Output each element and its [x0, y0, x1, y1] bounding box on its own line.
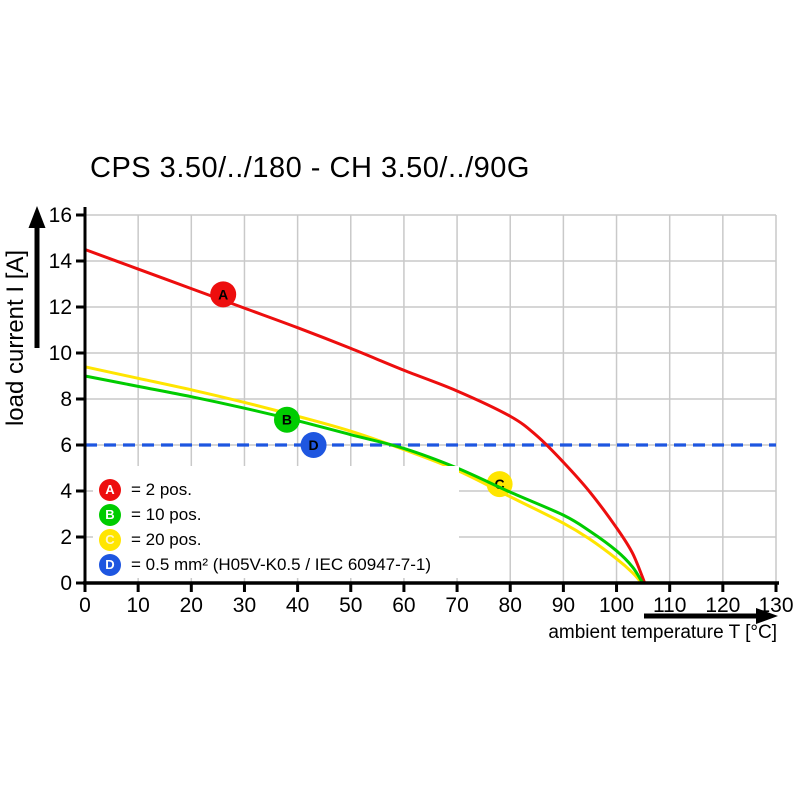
- x-tick-label: 0: [79, 594, 91, 617]
- x-tick-label: 130: [758, 594, 793, 617]
- y-tick-label: 12: [49, 296, 72, 319]
- curve-marker-B: [273, 406, 300, 433]
- x-tick-label: 110: [653, 594, 686, 617]
- y-tick-label: 14: [49, 250, 73, 273]
- y-axis-direction-arrowhead-icon: [28, 206, 46, 228]
- legend-label-D: = 0.5 mm² (H05V-K0.5 / IEC 60947-7-1): [131, 554, 431, 574]
- legend: A = 2 pos. B = 10 pos. C = 20 pos. D = 0.5 mm² …: [93, 466, 459, 578]
- x-tick-label: 70: [445, 594, 468, 617]
- legend-label-C: = 20 pos.: [131, 529, 202, 549]
- y-tick-label: 2: [60, 526, 72, 549]
- x-tick-label: 50: [339, 594, 362, 617]
- x-tick-label: 60: [392, 594, 415, 617]
- y-tick-label: 4: [60, 480, 72, 503]
- legend-dot-D-icon: D: [99, 553, 121, 576]
- legend-dot-C-icon: C: [99, 528, 121, 551]
- legend-label-A: = 2 pos.: [131, 479, 192, 499]
- x-tick-label: 40: [286, 594, 309, 617]
- curve-marker-D: [300, 432, 327, 458]
- curve-marker-letter-D: D: [308, 437, 318, 453]
- chart-title: CPS 3.50/../180 - CH 3.50/../90G: [90, 152, 530, 184]
- x-tick-label: 30: [233, 594, 256, 617]
- x-tick-label: 20: [180, 594, 203, 617]
- legend-dot-A-icon: A: [99, 478, 121, 501]
- x-tick-label: 120: [705, 594, 740, 617]
- legend-item-B: B = 10 pos.: [93, 502, 459, 527]
- y-tick-label: 0: [60, 572, 72, 595]
- curve-marker-letter-C: C: [495, 476, 505, 492]
- curve-C: [84, 365, 643, 584]
- legend-item-D: D = 0.5 mm² (H05V-K0.5 / IEC 60947-7-1): [93, 552, 459, 577]
- y-tick-label: 16: [49, 204, 72, 227]
- legend-item-C: C = 20 pos.: [93, 527, 459, 552]
- y-tick-label: 6: [60, 434, 72, 457]
- legend-dot-B-icon: B: [99, 503, 121, 526]
- legend-item-A: A = 2 pos.: [93, 477, 459, 502]
- x-tick-label: 80: [499, 594, 522, 617]
- x-tick-label: 90: [552, 594, 575, 617]
- x-axis-label: ambient temperature T [°C]: [548, 622, 777, 643]
- x-tick-label: 10: [126, 594, 149, 617]
- x-axis-direction-arrowhead-icon: [756, 608, 778, 624]
- y-tick-label: 8: [60, 388, 72, 411]
- curve-marker-A: [210, 281, 237, 308]
- curve-A: [84, 248, 647, 584]
- curve-marker-letter-B: B: [282, 412, 292, 428]
- x-tick-label: 100: [599, 594, 634, 617]
- legend-label-B: = 10 pos.: [131, 504, 202, 524]
- curve-B: [84, 374, 644, 584]
- y-tick-label: 10: [49, 342, 72, 365]
- curve-marker-letter-A: A: [218, 286, 228, 302]
